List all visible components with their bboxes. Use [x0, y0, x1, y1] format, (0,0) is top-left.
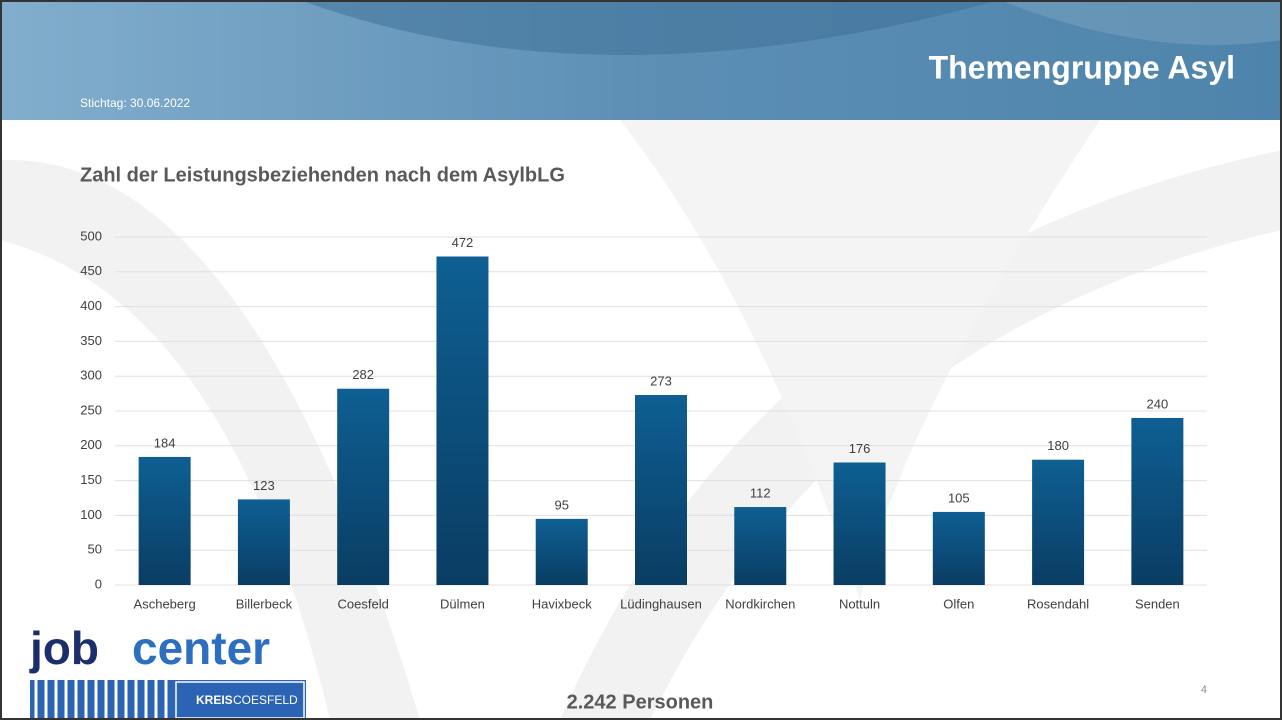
data-label: 95	[554, 497, 568, 512]
y-tick-label: 400	[80, 298, 102, 313]
x-tick-label: Senden	[1135, 596, 1180, 611]
x-tick-label: Olfen	[943, 596, 974, 611]
y-tick-label: 100	[80, 507, 102, 522]
bar	[932, 511, 985, 585]
y-tick-label: 350	[80, 333, 102, 348]
logo-kreis: KREIS	[196, 693, 233, 707]
bar	[138, 456, 191, 585]
data-label: 472	[452, 235, 474, 250]
data-label: 180	[1047, 438, 1069, 453]
x-tick-label: Nordkirchen	[725, 596, 795, 611]
slide-title: Themengruppe Asyl	[929, 49, 1235, 85]
bar	[1131, 417, 1184, 585]
data-label: 282	[352, 367, 374, 382]
bar	[1032, 459, 1085, 585]
bar	[337, 388, 390, 585]
y-tick-label: 500	[80, 228, 102, 243]
plot: 0 50 100 150 200 250 300 350 400 450 500 Ascheberg 1…	[80, 228, 1207, 611]
x-tick-label: Lüdinghausen	[620, 596, 702, 611]
x-tick-label: Coesfeld	[338, 596, 389, 611]
logo-center: center	[132, 622, 270, 674]
y-tick-label: 200	[80, 437, 102, 452]
date-label: Stichtag: 30.06.2022	[80, 96, 190, 110]
header-swoosh	[1000, 0, 1282, 45]
data-label: 105	[948, 490, 970, 505]
data-label: 184	[154, 435, 176, 450]
total-label: 2.242 Personen	[567, 691, 714, 713]
y-tick-label: 300	[80, 368, 102, 383]
x-tick-label: Havixbeck	[532, 596, 592, 611]
data-label: 273	[650, 373, 672, 388]
logo-coesfeld: COESFELD	[233, 693, 298, 707]
y-tick-label: 150	[80, 472, 102, 487]
bar	[734, 507, 787, 585]
bg-swoosh	[560, 150, 1282, 720]
bg-swoosh	[620, 120, 1100, 600]
bg-swoosh	[0, 159, 420, 721]
page-number: 4	[1201, 684, 1207, 696]
y-tick-label: 450	[80, 263, 102, 278]
x-tick-label: Billerbeck	[236, 596, 293, 611]
x-tick-label: Dülmen	[440, 596, 485, 611]
x-tick-label: Rosendahl	[1027, 596, 1089, 611]
data-label: 176	[849, 441, 871, 456]
x-tick-label: Nottuln	[839, 596, 880, 611]
logo-box	[175, 681, 305, 719]
bar	[436, 256, 489, 585]
y-tick-label: 50	[88, 542, 102, 557]
data-label: 123	[253, 478, 275, 493]
data-label: 240	[1147, 396, 1169, 411]
header-swoosh	[300, 0, 1000, 55]
bar	[237, 499, 290, 585]
y-tick-label: 250	[80, 402, 102, 417]
chart-title: Zahl der Leistungsbeziehenden nach dem A…	[80, 164, 565, 186]
x-tick-label: Ascheberg	[134, 596, 196, 611]
y-tick-label: 0	[95, 576, 102, 591]
logo-job: job	[29, 622, 99, 674]
logo: job center KREIS COESFELD	[29, 622, 306, 720]
bar	[635, 394, 687, 585]
bar	[535, 518, 588, 585]
logo-stripes	[34, 680, 168, 720]
data-label: 112	[750, 485, 771, 500]
bar	[833, 462, 886, 585]
